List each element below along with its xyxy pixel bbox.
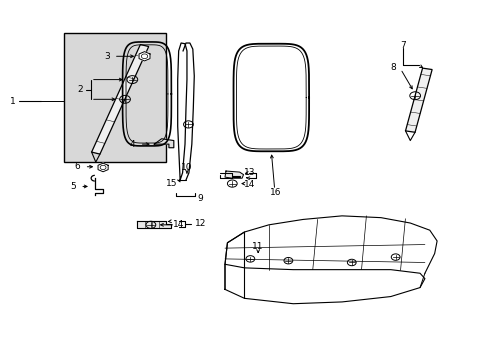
Polygon shape (91, 45, 148, 154)
Text: 3: 3 (104, 52, 110, 61)
Polygon shape (137, 221, 171, 228)
Text: 14: 14 (243, 180, 255, 189)
Text: 2: 2 (77, 85, 82, 94)
Text: 16: 16 (270, 188, 282, 197)
Text: 12: 12 (195, 219, 206, 228)
Polygon shape (405, 68, 431, 132)
Polygon shape (224, 216, 436, 304)
Polygon shape (224, 171, 243, 178)
Text: 8: 8 (389, 63, 395, 72)
Text: 9: 9 (197, 194, 203, 203)
Text: 5: 5 (70, 182, 76, 191)
Text: 10: 10 (181, 163, 192, 172)
Text: 7: 7 (399, 41, 405, 50)
Polygon shape (139, 51, 150, 61)
Text: 11: 11 (252, 242, 264, 251)
Polygon shape (98, 163, 108, 172)
Text: 14: 14 (173, 220, 184, 229)
Text: 6: 6 (75, 162, 81, 171)
Text: 4: 4 (129, 140, 135, 149)
Polygon shape (154, 139, 173, 148)
Text: 1: 1 (10, 96, 16, 105)
Text: 15: 15 (165, 179, 177, 188)
Bar (64, 33, 166, 162)
Text: 13: 13 (243, 168, 255, 177)
